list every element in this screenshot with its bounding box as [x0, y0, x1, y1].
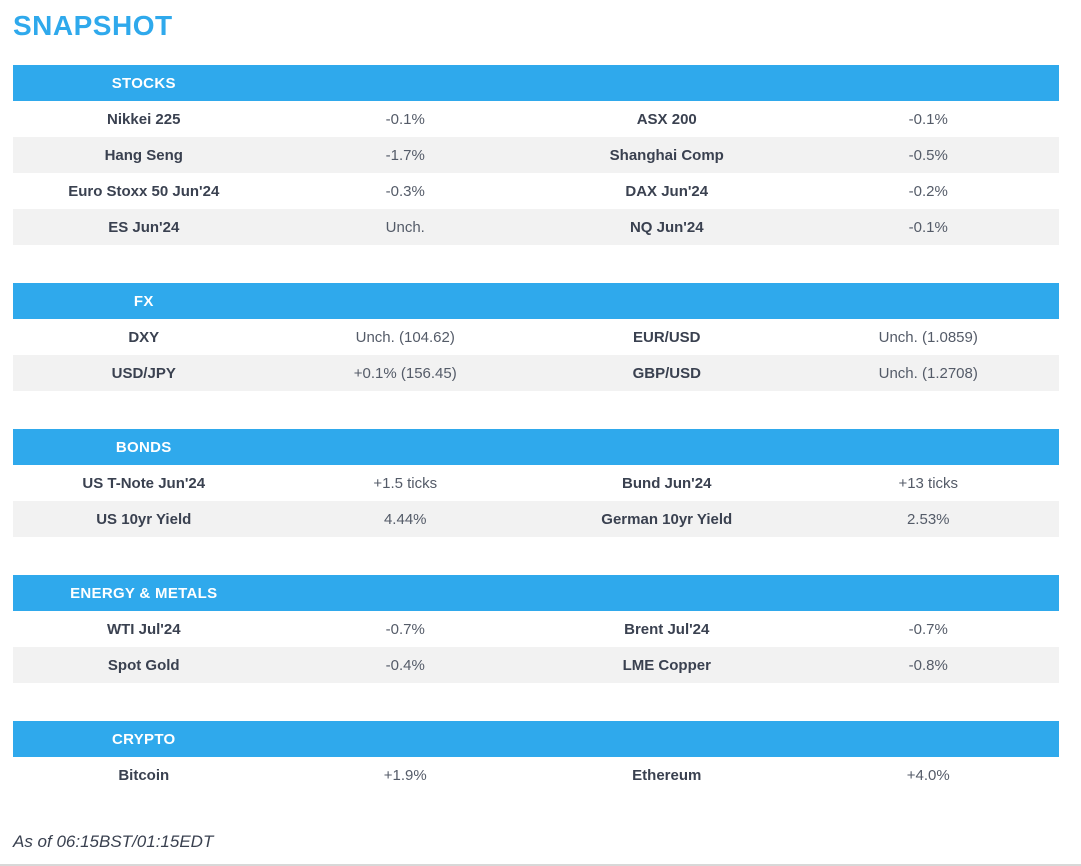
- instrument-value: -0.8%: [908, 656, 948, 674]
- instrument-value: Unch. (1.2708): [878, 364, 978, 382]
- table-row: Euro Stoxx 50 Jun'24 -0.3% DAX Jun'24 -0…: [13, 173, 1059, 209]
- instrument-name: NQ Jun'24: [629, 218, 704, 236]
- table-row: USD/JPY +0.1% (156.45) GBP/USD Unch. (1.…: [13, 355, 1059, 391]
- table-row: Spot Gold -0.4% LME Copper -0.8%: [13, 647, 1059, 683]
- section-rows: Bitcoin +1.9% Ethereum +4.0%: [13, 757, 1059, 793]
- stocks-section: STOCKS Nikkei 225 -0.1% ASX 200 -0.1% Ha…: [13, 65, 1059, 245]
- fx-section: FX DXY Unch. (104.62) EUR/USD Unch. (1.0…: [13, 283, 1059, 391]
- instrument-value: +4.0%: [906, 766, 950, 784]
- instrument-name: Euro Stoxx 50 Jun'24: [68, 182, 220, 200]
- instrument-name: Bitcoin: [118, 766, 170, 784]
- instrument-value: +0.1% (156.45): [353, 364, 457, 382]
- instrument-name: Spot Gold: [107, 656, 180, 674]
- section-title: FX: [133, 292, 154, 310]
- table-row: DXY Unch. (104.62) EUR/USD Unch. (1.0859…: [13, 319, 1059, 355]
- as-of-timestamp: As of 06:15BST/01:15EDT: [13, 832, 214, 851]
- table-row: WTI Jul'24 -0.7% Brent Jul'24 -0.7%: [13, 611, 1059, 647]
- section-title: BONDS: [115, 438, 172, 456]
- section-rows: DXY Unch. (104.62) EUR/USD Unch. (1.0859…: [13, 319, 1059, 391]
- instrument-name: Nikkei 225: [107, 110, 181, 128]
- instrument-value: -1.7%: [385, 146, 425, 164]
- instrument-name: USD/JPY: [111, 364, 176, 382]
- instrument-value: -0.7%: [908, 620, 948, 638]
- instrument-value: -0.5%: [908, 146, 948, 164]
- section-rows: Nikkei 225 -0.1% ASX 200 -0.1% Hang Seng…: [13, 101, 1059, 245]
- section-header: STOCKS: [13, 65, 1059, 101]
- section-title: ENERGY & METALS: [70, 584, 218, 602]
- instrument-name: Bund Jun'24: [622, 474, 712, 492]
- section-title: STOCKS: [111, 74, 176, 92]
- section-header: CRYPTO: [13, 721, 1059, 757]
- section-rows: US T-Note Jun'24 +1.5 ticks Bund Jun'24 …: [13, 465, 1059, 537]
- table-row: US T-Note Jun'24 +1.5 ticks Bund Jun'24 …: [13, 465, 1059, 501]
- crypto-section: CRYPTO Bitcoin +1.9% Ethereum +4.0%: [13, 721, 1059, 793]
- energy-metals-section: ENERGY & METALS WTI Jul'24 -0.7% Brent J…: [13, 575, 1059, 683]
- instrument-name: GBP/USD: [632, 364, 701, 382]
- page-title: SNAPSHOT: [13, 10, 173, 41]
- table-row: US 10yr Yield 4.44% German 10yr Yield 2.…: [13, 501, 1059, 537]
- section-rows: WTI Jul'24 -0.7% Brent Jul'24 -0.7% Spot…: [13, 611, 1059, 683]
- instrument-name: German 10yr Yield: [601, 510, 733, 528]
- instrument-value: -0.1%: [908, 110, 948, 128]
- instrument-value: -0.1%: [908, 218, 948, 236]
- instrument-value: -0.3%: [385, 182, 425, 200]
- instrument-value: +13 ticks: [898, 474, 959, 492]
- instrument-value: Unch.: [385, 218, 425, 236]
- table-row: ES Jun'24 Unch. NQ Jun'24 -0.1%: [13, 209, 1059, 245]
- instrument-name: US T-Note Jun'24: [82, 474, 206, 492]
- section-title: CRYPTO: [112, 730, 176, 748]
- instrument-value: -0.7%: [385, 620, 425, 638]
- bonds-section: BONDS US T-Note Jun'24 +1.5 ticks Bund J…: [13, 429, 1059, 537]
- table-row: Hang Seng -1.7% Shanghai Comp -0.5%: [13, 137, 1059, 173]
- instrument-value: Unch. (104.62): [355, 328, 455, 346]
- instrument-name: WTI Jul'24: [106, 620, 181, 638]
- section-header: FX: [13, 283, 1059, 319]
- section-header: BONDS: [13, 429, 1059, 465]
- instrument-value: 4.44%: [383, 510, 427, 528]
- instrument-name: Hang Seng: [104, 146, 183, 164]
- instrument-value: -0.1%: [385, 110, 425, 128]
- table-row: Bitcoin +1.9% Ethereum +4.0%: [13, 757, 1059, 793]
- instrument-name: US 10yr Yield: [96, 510, 192, 528]
- instrument-value: +1.9%: [383, 766, 427, 784]
- section-header: ENERGY & METALS: [13, 575, 1059, 611]
- instrument-name: LME Copper: [622, 656, 711, 674]
- instrument-value: 2.53%: [906, 510, 950, 528]
- instrument-value: -0.2%: [908, 182, 948, 200]
- instrument-value: +1.5 ticks: [373, 474, 438, 492]
- instrument-name: DAX Jun'24: [625, 182, 709, 200]
- instrument-name: Shanghai Comp: [609, 146, 724, 164]
- instrument-value: -0.4%: [385, 656, 425, 674]
- table-row: Nikkei 225 -0.1% ASX 200 -0.1%: [13, 101, 1059, 137]
- instrument-name: Brent Jul'24: [624, 620, 710, 638]
- instrument-name: DXY: [128, 328, 160, 346]
- instrument-name: EUR/USD: [632, 328, 701, 346]
- instrument-value: Unch. (1.0859): [878, 328, 978, 346]
- instrument-name: ES Jun'24: [108, 218, 180, 236]
- instrument-name: Ethereum: [632, 766, 702, 784]
- instrument-name: ASX 200: [636, 110, 697, 128]
